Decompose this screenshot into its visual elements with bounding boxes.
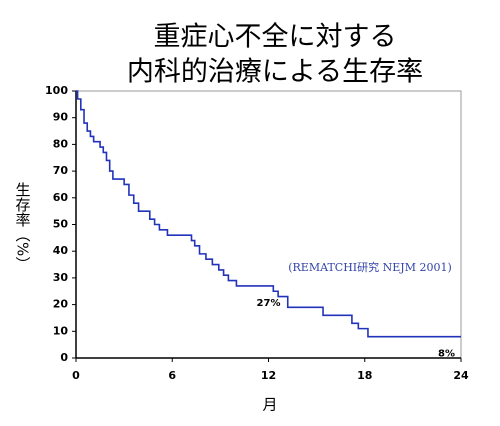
y-tick-label: 80: [53, 137, 69, 150]
x-axis-label: 月: [262, 396, 277, 414]
x-tick-label: 0: [72, 369, 80, 382]
x-tick-label: 18: [357, 369, 372, 382]
y-tick-label: 50: [53, 218, 69, 231]
y-axis-label: 生存率（%）: [14, 182, 32, 271]
y-tick-label: 70: [53, 164, 69, 177]
y-tick-label: 100: [45, 84, 68, 97]
chart-title: 重症心不全に対する: [154, 22, 397, 53]
y-tick-label: 90: [53, 111, 69, 124]
data-label: 8%: [438, 349, 455, 360]
x-tick-label: 6: [168, 369, 176, 382]
x-tick-label: 12: [261, 369, 276, 382]
y-tick-label: 20: [53, 298, 69, 311]
y-tick-label: 40: [53, 244, 69, 257]
annotation: (REMATCHI研究 NEJM 2001): [288, 260, 452, 274]
y-tick-label: 60: [53, 191, 69, 204]
x-tick-label: 24: [453, 369, 469, 382]
data-label: 27%: [257, 298, 281, 309]
plot-frame: [75, 90, 462, 359]
chart-subtitle: 内科的治療による生存率: [127, 57, 423, 88]
survival-curve: [76, 90, 461, 338]
y-tick-label: 10: [53, 324, 69, 337]
y-tick-label: 30: [53, 271, 69, 284]
y-tick-label: 0: [60, 351, 68, 364]
